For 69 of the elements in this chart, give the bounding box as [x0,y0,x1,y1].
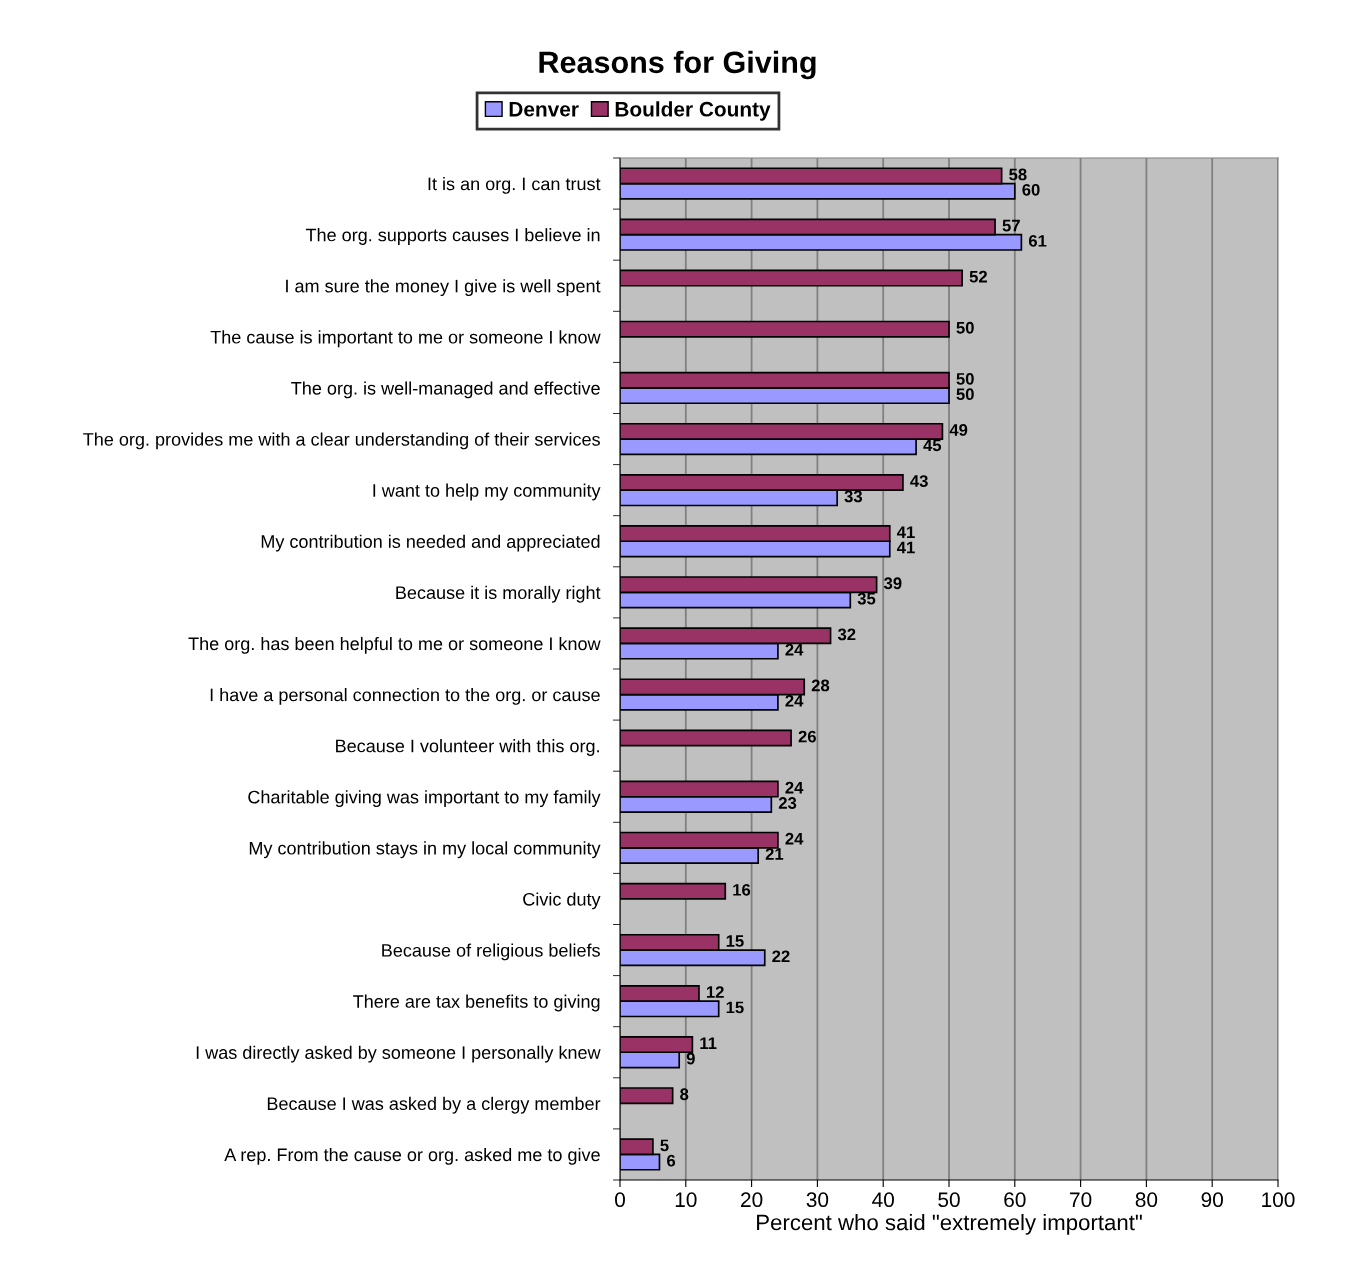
data-label: 23 [778,797,797,809]
x-tick-label: 30 [806,1192,829,1208]
data-label: 43 [910,475,928,487]
data-label: 32 [837,628,856,641]
data-label: 22 [772,950,790,963]
y-tick-label: A rep. From the cause or org. asked me to give [224,1147,600,1165]
x-tick-label: 40 [872,1192,894,1208]
y-tick-label: It is an org. I can trust [428,177,601,194]
data-label: 50 [956,388,974,401]
legend-label: Denver [509,102,579,117]
data-label: 60 [1022,183,1040,196]
data-label: 12 [706,986,724,998]
y-tick-label: There are tax benefits to giving [353,994,600,1012]
data-label: 33 [844,490,863,503]
data-label: 16 [733,883,751,896]
data-label: 21 [765,848,784,860]
data-label: 15 [726,1001,744,1014]
data-label: 5 [660,1139,669,1152]
data-label: 49 [949,424,968,436]
y-tick-label: I was directly asked by someone I personally knew [196,1045,601,1063]
data-label: 50 [956,321,974,334]
data-label: 35 [857,592,876,605]
x-tick-label: 20 [741,1192,763,1208]
y-tick-label: Charitable giving was important to my family [248,790,601,808]
x-tick-label: 50 [938,1192,960,1208]
y-tick-label: Because I volunteer with this org. [336,739,599,756]
data-label: 57 [1002,219,1020,232]
y-tick-label: The org. supports causes I believe in [305,228,600,245]
data-label: 41 [896,541,915,554]
data-label: 15 [726,935,744,947]
y-tick-label: My contribution stays in my local community [249,841,601,859]
y-tick-label: I am sure the money I give is well spent [286,279,601,297]
x-tick-label: 60 [1004,1192,1026,1208]
data-label: 11 [700,1037,717,1049]
data-label: 28 [811,679,830,692]
data-label: 24 [785,643,804,656]
data-label: 61 [1028,234,1047,247]
x-axis-title: Percent who said "extremely important" [757,1214,1142,1235]
data-label: 26 [798,730,816,743]
legend-label: Boulder County [615,101,771,121]
x-tick-label: 70 [1070,1192,1092,1208]
x-tick-label: 10 [675,1192,697,1208]
y-tick-label: The cause is important to me or someone I know [210,330,601,348]
y-tick-label: The org. is well-managed and effective [291,381,600,399]
y-tick-label: Because I was asked by a clergy member [267,1096,601,1114]
y-tick-label: Because it is morally right [396,585,601,603]
x-tick-label: 90 [1201,1192,1223,1208]
y-tick-label: I want to help my community [373,483,601,501]
data-label: 39 [883,577,902,590]
x-tick-label: 80 [1135,1192,1158,1208]
data-label: 41 [896,526,915,538]
data-label: 24 [785,694,804,707]
y-tick-label: Civic duty [523,892,601,910]
x-tick-label: 0 [615,1192,625,1208]
y-tick-label: The org. has been helpful to me or someone I know [188,636,601,654]
data-label: 24 [785,781,804,794]
x-tick-label: 100 [1262,1192,1295,1208]
data-label: 52 [969,270,987,283]
data-label: 50 [956,372,974,385]
y-tick-label: The org. provides me with a clear understanding of their services [83,432,600,450]
y-tick-label: Because of religious beliefs [382,943,600,961]
data-label: 6 [667,1154,676,1167]
data-label: 24 [785,832,804,845]
y-tick-label: I have a personal connection to the org. or cause [210,688,600,705]
y-tick-label: My contribution is needed and appreciated [261,534,600,552]
data-label: 58 [1009,168,1027,181]
chart-title: Reasons for Giving [539,50,816,80]
data-label: 8 [680,1088,689,1101]
data-label: 9 [686,1052,695,1065]
